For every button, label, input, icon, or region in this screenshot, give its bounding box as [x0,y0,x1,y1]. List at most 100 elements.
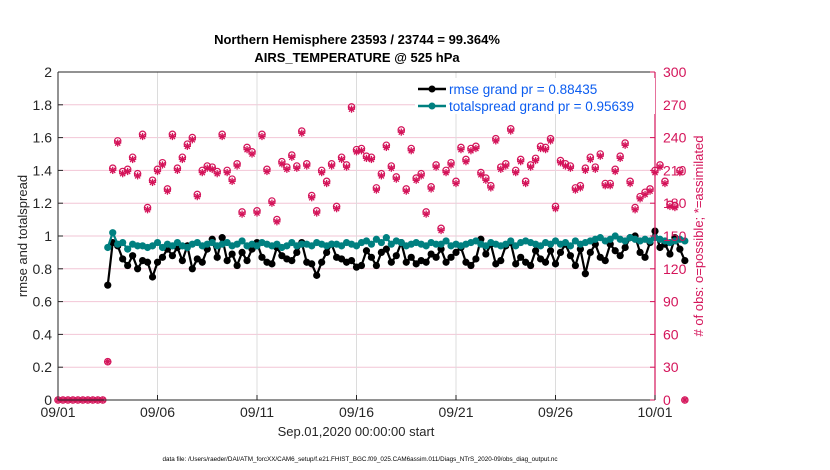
obs-assimilated-point [193,193,201,201]
obs-assimilated-point [626,179,634,188]
rmse-point [129,252,137,260]
rmse-point [243,257,251,265]
obs-assimilated-point [532,156,540,165]
rmse-point [119,255,127,263]
totalspread-point [566,242,575,250]
rmse-point [581,270,589,278]
obs-assimilated-point [233,162,241,170]
obs-assimilated-point [303,162,311,170]
y-tick-label: 1.8 [33,97,53,113]
y2-tick-label: 300 [663,64,687,80]
rmse-point [143,258,152,266]
obs-assimilated-point [278,160,286,168]
obs-assimilated-point [337,155,346,164]
obs-assimilated-point [392,175,400,183]
rmse-point [432,253,440,261]
obs-assimilated-point [243,146,251,154]
rmse-point [601,257,609,265]
rmse-point [153,258,162,266]
obs-assimilated-point [551,205,560,213]
obs-assimilated-point [143,206,152,214]
rmse-point [318,258,326,266]
rmse-point [611,247,619,255]
totalspread-point [119,238,127,247]
obs-assimilated-point [422,210,430,218]
obs-assimilated-point [253,209,261,217]
obs-assimilated-point [178,155,186,164]
obs-assimilated-point [188,136,196,144]
rmse-point [442,258,450,266]
obs-assimilated-point [158,161,167,169]
rmse-point [104,281,112,289]
y2-axis-label: # of obs: o=possible; *=assimilated [691,136,706,337]
obs-assimilated-point [283,165,291,173]
rmse-point [188,265,196,273]
obs-assimilated-point [347,105,356,113]
obs-assimilated-point [641,190,649,199]
obs-assimilated-point [238,210,246,218]
rmse-point [387,258,395,266]
totalspread-point [367,240,376,248]
y-tick-label: 1.4 [33,162,53,178]
totalspread-point [109,229,117,237]
rmse-point [681,257,689,265]
rmse-point [372,261,380,270]
grid [58,72,655,400]
obs-assimilated-point [661,179,669,188]
obs-assimilated-point [213,170,221,178]
totalspread-point [382,234,390,242]
obs-assimilated-point [457,146,465,154]
rmse-point [223,257,231,265]
obs-assimilated-point [248,150,256,158]
rmse-point [676,245,684,253]
obs-assimilated-point [293,164,301,172]
obs-assimilated-point [168,132,177,141]
y2-tick-label: 240 [663,130,687,146]
obs-assimilated-point [556,159,565,167]
obs-assimilated-point [382,143,390,152]
rmse-point [576,245,584,253]
rmse-point [551,260,560,268]
obs-assimilated-point [288,153,296,161]
obs-assimilated-point [616,154,624,162]
obs-assimilated-point [566,164,575,172]
obs-assimilated-point [591,165,599,173]
x-tick-label: 09/21 [438,404,473,420]
obs-assimilated-point [313,209,321,217]
y-tick-label: 0.2 [33,359,53,375]
rmse-point [218,234,226,242]
legend-rmse-label: rmse grand pr = 0.88435 [449,82,597,97]
rmse-point [402,258,410,266]
obs-assimilated-point [611,167,619,176]
rmse-point [467,261,475,270]
rmse-point [546,247,555,255]
x-axis-label: Sep.01,2020 00:00:00 start [278,424,435,439]
x-tick-label: 09/01 [40,404,75,420]
rmse-point [566,252,575,260]
obs-assimilated-point [631,206,639,214]
rmse-point [541,258,550,266]
totalspread-point [298,240,306,248]
totalspread-point [328,240,336,248]
totalspread-point [124,245,132,253]
rmse-point [447,253,455,261]
rmse-point [347,257,356,265]
totalspread-point [377,238,385,247]
totalspread-point [681,237,689,245]
totalspread-point [153,238,162,247]
y-tick-label: 0.4 [33,326,53,342]
obs-assimilated-point [203,164,211,172]
totalspread-point [238,237,246,245]
obs-assimilated-point [362,154,371,162]
rmse-point [497,257,505,265]
rmse-point [238,248,246,256]
obs-assimilated-point [432,163,440,171]
rmse-point [134,265,142,273]
obs-assimilated-point [581,166,589,174]
obs-assimilated-point [596,152,604,160]
y-tick-label: 1.2 [33,195,53,211]
obs-assimilated-point [681,396,689,404]
rmse-point [258,253,266,261]
obs-assimilated-point [676,168,684,177]
obs-assimilated-point [333,205,341,213]
